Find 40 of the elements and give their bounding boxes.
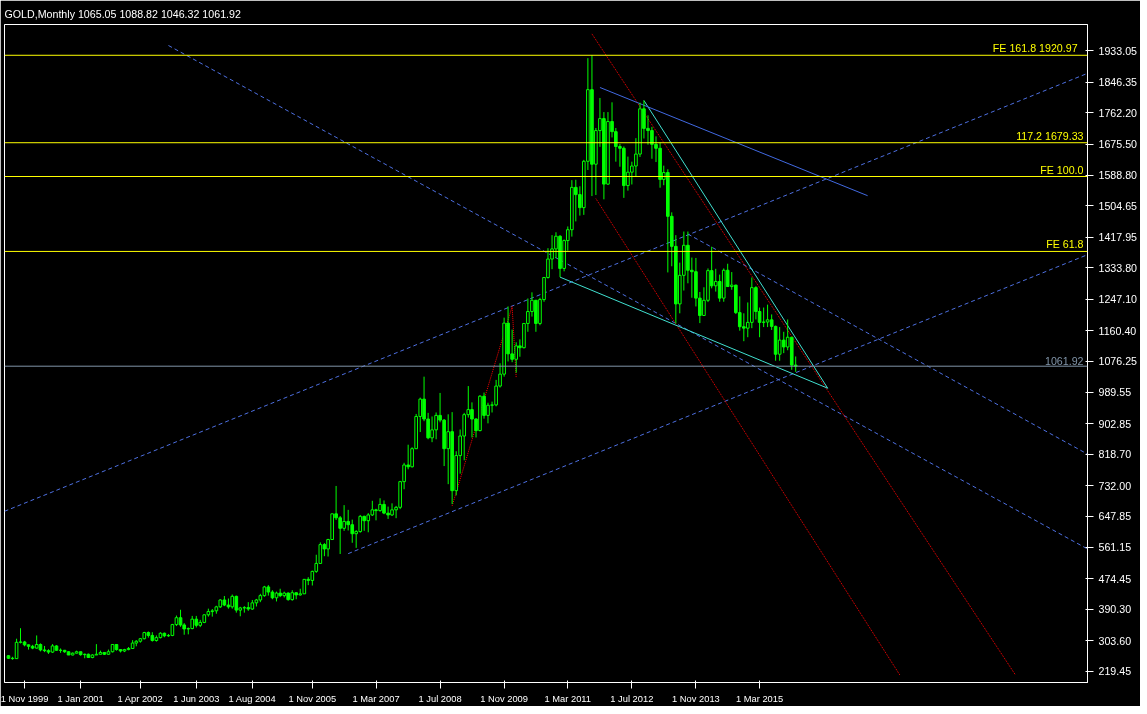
y-tick-label: 1762.20 xyxy=(1098,106,1138,119)
y-tick-label: 1846.35 xyxy=(1098,76,1138,89)
x-tick-label: 1 Apr 2002 xyxy=(117,693,163,704)
ref-line-label: FE 161.8 1920.97 xyxy=(992,42,1078,55)
x-tick-label: 1 Nov 1999 xyxy=(0,693,49,704)
y-tick-label: 1588.80 xyxy=(1098,169,1138,182)
x-tick-label: 1 Jul 2008 xyxy=(418,693,462,704)
ref-line-label: FE 61.8 xyxy=(1046,238,1084,251)
x-tick-label: 1 Aug 2004 xyxy=(228,693,276,704)
x-tick-label: 1 Jun 2003 xyxy=(173,693,220,704)
ref-line-label: 117.2 1679.33 xyxy=(1016,129,1084,142)
y-tick-label: 1247.10 xyxy=(1098,293,1138,306)
x-tick-label: 1 Jul 2012 xyxy=(610,693,654,704)
chart-title: GOLD,Monthly 1065.05 1088.82 1046.32 1061.92 xyxy=(4,7,241,20)
ref-line-label: 1061.92 xyxy=(1044,355,1084,368)
x-tick-label: 1 Mar 2007 xyxy=(352,693,400,704)
y-tick-label: 989.55 xyxy=(1098,386,1132,399)
y-tick-label: 303.60 xyxy=(1098,634,1132,647)
y-tick-label: 732.00 xyxy=(1098,479,1132,492)
x-tick-label: 1 Jan 2001 xyxy=(57,693,104,704)
x-tick-label: 1 Nov 2009 xyxy=(480,693,528,704)
y-tick-label: 1504.65 xyxy=(1098,199,1138,212)
y-tick-label: 561.15 xyxy=(1098,541,1132,554)
y-tick-label: 390.30 xyxy=(1098,603,1132,616)
y-tick-label: 1933.05 xyxy=(1098,44,1138,57)
y-tick-label: 647.85 xyxy=(1098,510,1132,523)
y-tick-label: 1160.40 xyxy=(1098,324,1137,337)
y-tick-label: 902.85 xyxy=(1098,417,1132,430)
y-tick-label: 1675.50 xyxy=(1098,138,1138,151)
x-tick-label: 1 Nov 2005 xyxy=(288,693,337,704)
x-tick-label: 1 Nov 2013 xyxy=(672,693,720,704)
x-tick-label: 1 Mar 2015 xyxy=(735,693,784,704)
y-tick-label: 474.45 xyxy=(1098,572,1132,585)
y-tick-label: 219.45 xyxy=(1098,665,1132,678)
y-tick-label: 1417.95 xyxy=(1098,231,1138,244)
y-tick-label: 1333.80 xyxy=(1098,261,1138,274)
x-tick-label: 1 Mar 2011 xyxy=(544,693,592,704)
y-tick-label: 818.70 xyxy=(1098,448,1132,461)
y-tick-label: 1076.25 xyxy=(1098,355,1138,368)
ref-line-label: FE 100.0 xyxy=(1040,163,1084,176)
